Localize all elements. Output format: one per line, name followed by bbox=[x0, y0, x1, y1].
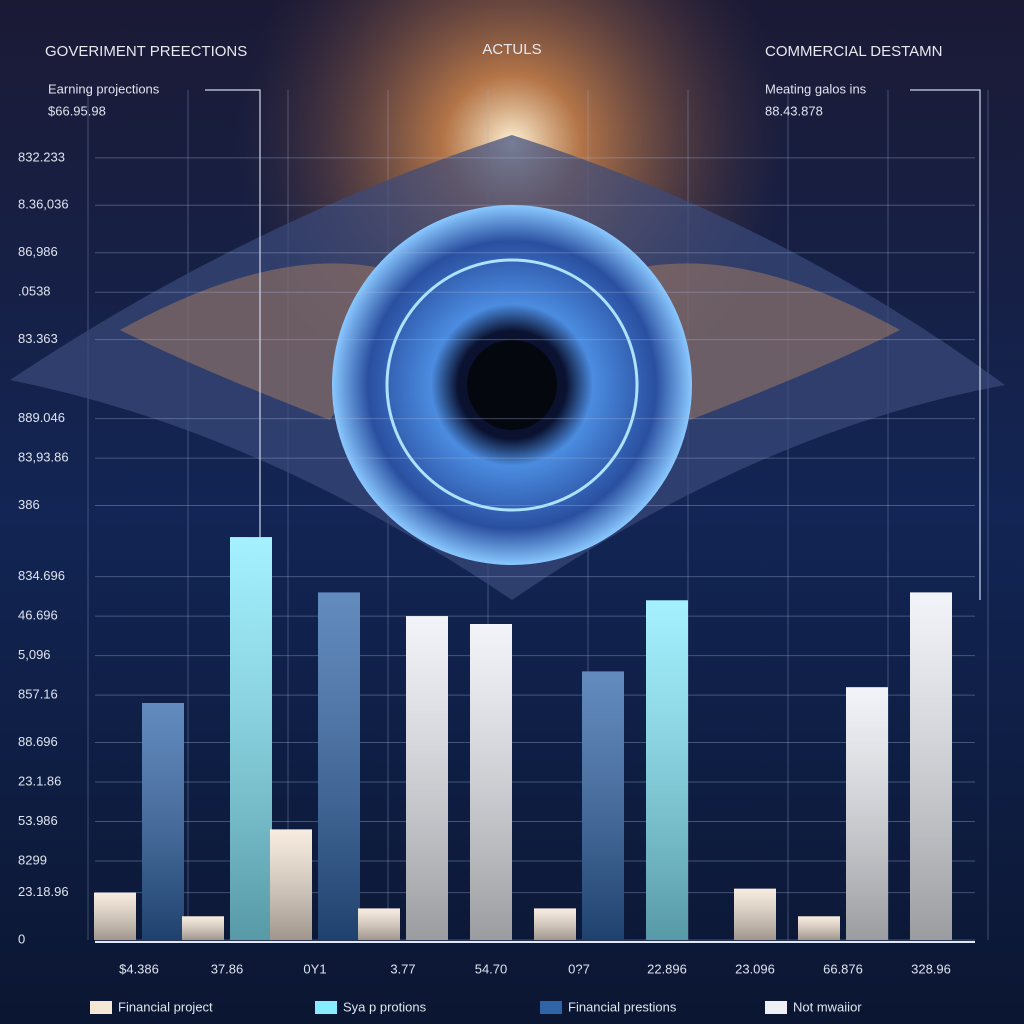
x-tick-label: 328.96 bbox=[911, 961, 951, 976]
x-tick-label: 3.77 bbox=[390, 961, 415, 976]
bar-shade bbox=[646, 600, 688, 940]
y-tick-label: 889.046 bbox=[18, 410, 65, 425]
bar-shade bbox=[182, 916, 224, 940]
bar-shade bbox=[798, 916, 840, 940]
legend-swatch bbox=[315, 1001, 337, 1014]
y-tick-label: 23.18.96 bbox=[18, 884, 69, 899]
y-tick-label: 88.696 bbox=[18, 734, 58, 749]
y-tick-label: 23.1.86 bbox=[18, 773, 61, 788]
bar-shade bbox=[142, 703, 184, 940]
legend-label: Not mwaiior bbox=[793, 999, 862, 1014]
bar-shade bbox=[846, 687, 888, 940]
y-tick-label: 857.16 bbox=[18, 687, 58, 702]
annotation-heading: COMMERCIAL DESTAMN bbox=[765, 43, 943, 60]
annotation-heading: GOVERIMENT PREECTIONS bbox=[45, 43, 247, 60]
legend-swatch bbox=[90, 1001, 112, 1014]
bar-shade bbox=[734, 888, 776, 940]
x-tick-label: 23.096 bbox=[735, 961, 775, 976]
bar-shade bbox=[582, 671, 624, 940]
y-tick-label: 5,096 bbox=[18, 647, 51, 662]
bar-shade bbox=[230, 537, 272, 940]
bar-shade bbox=[910, 592, 952, 940]
chart-title: ACTULS bbox=[482, 41, 541, 58]
y-tick-label: 834.696 bbox=[18, 568, 65, 583]
y-tick-label: 53.986 bbox=[18, 813, 58, 828]
x-tick-label: 37.86 bbox=[211, 961, 244, 976]
y-tick-label: 83.363 bbox=[18, 331, 58, 346]
y-tick-label: 83,93.86 bbox=[18, 450, 69, 465]
y-tick-label: 86,986 bbox=[18, 244, 58, 259]
bar-shade bbox=[406, 616, 448, 940]
y-tick-label: 832.233 bbox=[18, 149, 65, 164]
annotation-label: Earning projections bbox=[48, 81, 160, 96]
legend-label: Financial project bbox=[118, 999, 213, 1014]
y-tick-label: 0 bbox=[18, 931, 25, 946]
legend-swatch bbox=[765, 1001, 787, 1014]
x-tick-label: $4.386 bbox=[119, 961, 159, 976]
eye bbox=[10, 135, 1005, 600]
y-tick-label: 386 bbox=[18, 497, 40, 512]
x-tick-label: 0Y1 bbox=[303, 961, 326, 976]
y-tick-label: 8.36,036 bbox=[18, 197, 69, 212]
x-tick-label: 66.876 bbox=[823, 961, 863, 976]
bar-shade bbox=[318, 592, 360, 940]
y-tick-label: 8299 bbox=[18, 852, 47, 867]
x-tick-label: 0?7 bbox=[568, 961, 590, 976]
bar-shade bbox=[94, 892, 136, 940]
legend-label: Sya p protions bbox=[343, 999, 427, 1014]
legend-swatch bbox=[540, 1001, 562, 1014]
bar-shade bbox=[534, 908, 576, 940]
x-tick-label: 22.896 bbox=[647, 961, 687, 976]
annotation-label: Meating galos ins bbox=[765, 81, 867, 96]
legend-label: Financial prestions bbox=[568, 999, 677, 1014]
x-tick-label: 54.70 bbox=[475, 961, 508, 976]
annotation-value: 88.43.878 bbox=[765, 103, 823, 118]
annotation-value: $66.95.98 bbox=[48, 103, 106, 118]
annotation-brackets bbox=[205, 89, 981, 600]
y-tick-label: .0538 bbox=[18, 284, 51, 299]
bar-shade bbox=[358, 908, 400, 940]
bar-shade bbox=[270, 829, 312, 940]
bar-shade bbox=[470, 624, 512, 940]
y-tick-label: 46.696 bbox=[18, 608, 58, 623]
